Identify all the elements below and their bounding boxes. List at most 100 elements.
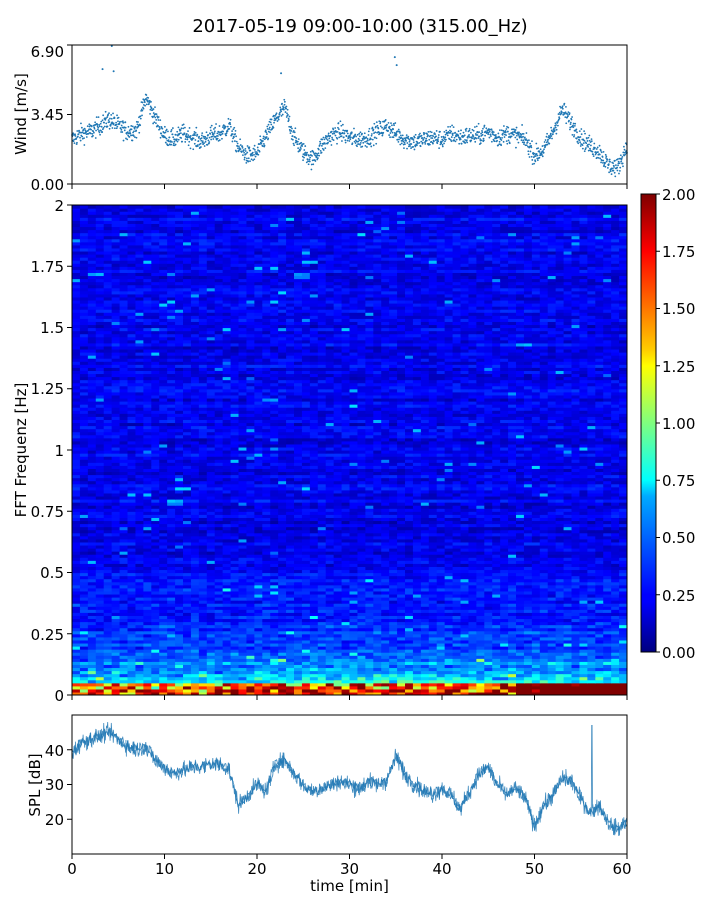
spectrogram-cell: [460, 630, 470, 635]
wind-point: [485, 127, 488, 130]
spectrogram-cell: [500, 630, 509, 635]
spectrogram-cell: [309, 649, 319, 653]
spectrogram-cell: [349, 652, 359, 656]
spectrogram-cell: [301, 560, 311, 564]
spectrogram-cell: [167, 566, 176, 571]
wind-point: [596, 156, 598, 159]
wind-point: [490, 128, 493, 131]
spectrogram-cell: [270, 563, 279, 567]
spectrogram-cell: [508, 685, 517, 690]
spectrogram-cell: [563, 624, 573, 629]
spectrogram-cell: [87, 569, 97, 574]
spectrogram-cell: [428, 593, 438, 598]
spectrogram-cell: [72, 621, 81, 626]
wind-point: [528, 139, 530, 142]
spectrogram-cell: [405, 578, 414, 583]
spectrogram-cell: [373, 682, 382, 687]
spectrogram-cell: [389, 655, 398, 659]
spectrogram-cell: [103, 664, 113, 669]
wind-point: [419, 145, 422, 148]
wind-point: [93, 131, 95, 134]
wind-point: [588, 139, 591, 142]
spectrogram-cell: [309, 593, 319, 598]
wind-point: [604, 165, 607, 168]
wind-point: [475, 137, 478, 140]
spectrogram-cell: [531, 642, 541, 647]
wind-point: [500, 139, 503, 141]
spectrogram-cell: [198, 560, 208, 564]
wind-point: [229, 118, 232, 121]
spectrogram-cell: [595, 572, 604, 577]
spectrogram-cell: [159, 642, 168, 647]
spectrogram-cell: [206, 621, 216, 626]
wind-point: [125, 137, 127, 140]
spectrogram-cell: [587, 646, 596, 650]
spectrogram-cell: [389, 633, 398, 638]
spectrogram-cell: [103, 676, 113, 681]
spectrogram-cell: [405, 609, 414, 613]
spectrogram-cell: [405, 642, 414, 647]
spectrogram-cell: [135, 584, 144, 589]
spectrogram-cell: [72, 597, 81, 601]
spectrogram-cell: [95, 673, 105, 678]
spectrogram-cell: [468, 661, 477, 665]
spectrogram-cell: [516, 667, 525, 672]
wind-point: [326, 135, 329, 138]
spectrogram-cell: [111, 655, 121, 659]
spectrogram-cell: [103, 646, 113, 650]
spectrogram-cell: [397, 646, 406, 650]
wind-point: [301, 155, 304, 158]
spectrogram-cell: [127, 569, 137, 574]
spectrogram-cell: [539, 621, 549, 626]
spectrogram-cell: [87, 612, 97, 616]
wind-point: [253, 144, 256, 147]
spectrogram-cell: [127, 691, 137, 695]
spectrogram-cell: [175, 673, 184, 678]
spectrogram-cell: [333, 603, 343, 607]
spectrogram-cell: [87, 575, 97, 580]
spectrogram-cell: [143, 633, 152, 638]
spectrogram-cell: [531, 658, 541, 662]
spectrogram-cell: [468, 606, 477, 610]
spectrogram-cell: [452, 682, 462, 687]
spectrogram-cell: [143, 606, 152, 610]
wind-point: [261, 145, 264, 147]
wind-point: [204, 140, 207, 143]
spectrogram-cell: [230, 627, 240, 632]
wind-point: [208, 141, 211, 143]
spectrogram-cell: [333, 584, 343, 589]
spectrogram-cell: [555, 679, 565, 684]
spectrogram-cell: [500, 575, 509, 580]
spectrogram-cell: [420, 609, 430, 613]
spectrogram-cell: [151, 560, 160, 564]
spectrogram-cell: [452, 566, 462, 571]
spectrogram-cell: [555, 633, 565, 638]
wind-point: [476, 134, 479, 136]
spectrogram-cell: [349, 584, 359, 589]
wind-point: [237, 147, 239, 150]
spectrogram-cell: [198, 673, 208, 678]
spectrogram-cell: [159, 584, 168, 589]
wind-point: [581, 144, 584, 147]
spectrogram-cell: [468, 587, 477, 592]
spectrogram-cell: [135, 633, 144, 638]
wind-point: [568, 112, 571, 115]
spectrogram-cell: [420, 652, 430, 656]
wind-point: [514, 136, 517, 139]
wind-point: [269, 131, 271, 134]
spectrogram-cell: [198, 609, 208, 613]
spectrogram-cell: [206, 554, 216, 558]
spectrogram-cell: [317, 688, 327, 693]
spectrogram-cell: [270, 652, 279, 656]
spectrogram-cell: [563, 612, 573, 616]
spectrogram-cell: [127, 673, 137, 678]
spectrogram-cell: [468, 688, 477, 693]
spectrogram-cell: [262, 627, 271, 632]
spectrogram-cell: [214, 646, 224, 650]
spectrogram-cell: [206, 581, 216, 586]
spectrogram-cell: [484, 649, 493, 653]
spectrogram-cell: [183, 621, 192, 626]
spectrogram-cell: [619, 624, 627, 629]
spectrogram-cell: [420, 682, 430, 687]
spectrogram-cell: [190, 649, 200, 653]
